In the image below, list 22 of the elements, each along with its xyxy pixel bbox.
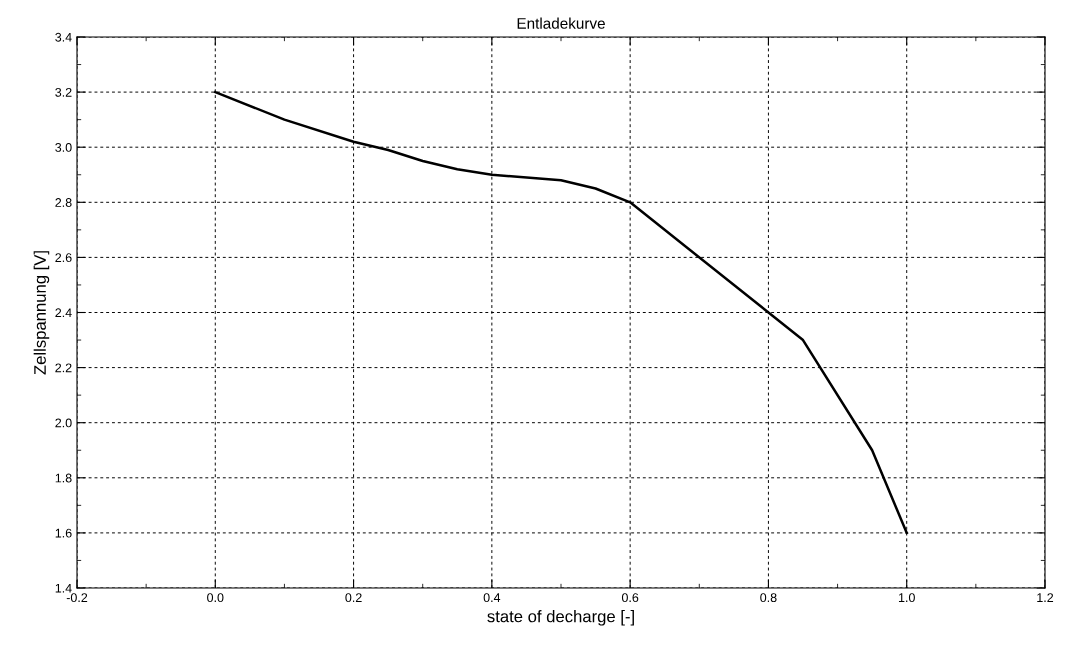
x-tick-label: 1.0 [898, 593, 915, 603]
y-tick-label: 3.0 [55, 143, 72, 152]
y-tick-label: 2.2 [55, 363, 72, 373]
x-tick-label: 0.2 [345, 593, 362, 603]
x-tick-label: 0.0 [207, 593, 224, 603]
y-tick-label: 3.2 [55, 87, 72, 97]
x-tick-label: 0.8 [760, 593, 777, 603]
y-tick-label: 2.4 [55, 308, 72, 318]
y-tick-label: 1.6 [55, 528, 72, 538]
y-tick-label: 1.8 [55, 473, 72, 483]
x-tick-label: -0.2 [66, 593, 88, 603]
x-tick-label: 0.4 [483, 593, 501, 603]
y-tick-label: 2.8 [55, 198, 72, 207]
x-tick-label: 0.6 [621, 593, 639, 603]
y-tick-label: 1.4 [55, 583, 72, 593]
y-tick-label: 2.6 [55, 253, 72, 263]
y-tick-label: 3.4 [55, 32, 72, 42]
x-axis-title: state of decharge [-] [487, 610, 634, 626]
y-axis-title: Zellspannung [V] [33, 251, 50, 375]
x-tick-label: 1.2 [1037, 593, 1054, 602]
chart-title: Entladekurve [517, 17, 605, 29]
y-tick-label: 2.0 [55, 418, 72, 428]
